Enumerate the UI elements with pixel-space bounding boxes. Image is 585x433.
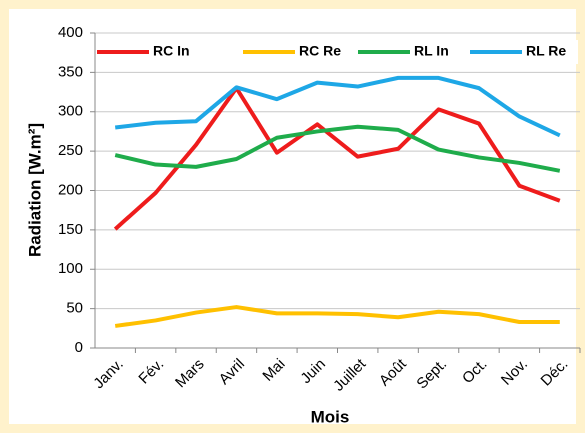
x-axis-label: Mois	[311, 407, 350, 426]
series-line	[114, 305, 560, 328]
series-line	[114, 75, 561, 138]
y-tick-label: 50	[66, 300, 83, 317]
y-tick-label: 300	[58, 103, 83, 120]
y-tick-label: 350	[58, 63, 83, 80]
y-tick-label: 100	[58, 260, 83, 277]
legend-label: RC Re	[299, 43, 341, 59]
legend-label: RC In	[153, 43, 190, 59]
series-line	[114, 124, 561, 173]
chart-area	[9, 9, 576, 424]
y-tick-label: 400	[58, 24, 83, 41]
series-line	[113, 86, 561, 231]
y-tick-label: 250	[58, 142, 83, 159]
y-tick-label: 200	[58, 181, 83, 198]
y-tick-label: 0	[75, 339, 83, 356]
legend-label: RL Re	[526, 43, 566, 59]
legend-label: RL In	[414, 43, 449, 59]
y-tick-label: 150	[58, 221, 83, 238]
y-axis-label: Radiation [W.m²]	[25, 123, 44, 257]
